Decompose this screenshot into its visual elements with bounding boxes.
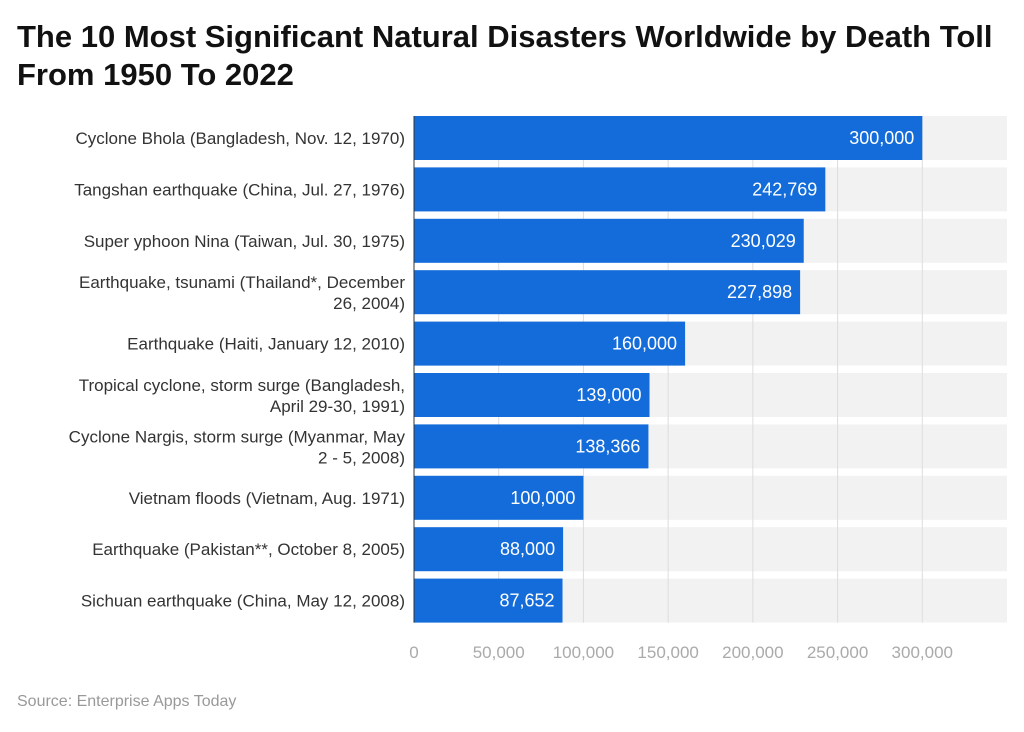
bar: [414, 475, 584, 520]
category-label: Earthquake (Haiti, January 12, 2010): [127, 335, 405, 354]
category-label: Earthquake, tsunami (Thailand*, December: [79, 273, 405, 292]
bar: [414, 527, 564, 572]
bar: [414, 218, 804, 263]
x-tick-label: 250,000: [807, 643, 868, 662]
bar: [414, 321, 686, 366]
category-label: Earthquake (Pakistan**, October 8, 2005): [92, 540, 405, 559]
category-label: Sichuan earthquake (China, May 12, 2008): [81, 592, 405, 611]
data-label: 88,000: [500, 539, 555, 559]
data-label: 139,000: [576, 385, 641, 405]
bar: [414, 270, 801, 315]
category-label: Super yphoon Nina (Taiwan, Jul. 30, 1975…: [84, 232, 405, 251]
x-tick-label: 200,000: [722, 643, 783, 662]
category-label: April 29-30, 1991): [270, 397, 405, 416]
data-label: 100,000: [510, 488, 575, 508]
bar: [414, 578, 563, 623]
category-label: 26, 2004): [333, 294, 405, 313]
category-label: Cyclone Nargis, storm surge (Myanmar, Ma…: [69, 427, 406, 446]
data-label: 242,769: [752, 179, 817, 199]
category-label: Tropical cyclone, storm surge (Banglades…: [79, 376, 405, 395]
bar: [414, 116, 923, 160]
data-label: 230,029: [731, 231, 796, 251]
x-tick-label: 50,000: [473, 643, 525, 662]
category-label: Cyclone Bhola (Bangladesh, Nov. 12, 1970…: [76, 129, 406, 148]
bar: [414, 424, 649, 469]
data-label: 300,000: [849, 128, 914, 148]
bar: [414, 167, 826, 212]
chart-title: The 10 Most Significant Natural Disaster…: [17, 19, 993, 92]
category-label: 2 - 5, 2008): [318, 448, 405, 467]
data-label: 227,898: [727, 282, 792, 302]
data-label: 87,652: [499, 591, 554, 611]
category-label: Vietnam floods (Vietnam, Aug. 1971): [129, 489, 405, 508]
x-tick-label: 100,000: [553, 643, 614, 662]
bar: [414, 373, 650, 417]
x-tick-label: 150,000: [637, 643, 698, 662]
data-label: 138,366: [575, 436, 640, 456]
x-tick-label: 300,000: [892, 643, 953, 662]
data-label: 160,000: [612, 334, 677, 354]
x-tick-label: 0: [409, 643, 418, 662]
source-note: Source: Enterprise Apps Today: [17, 693, 237, 710]
category-label: Tangshan earthquake (China, Jul. 27, 197…: [74, 180, 405, 199]
